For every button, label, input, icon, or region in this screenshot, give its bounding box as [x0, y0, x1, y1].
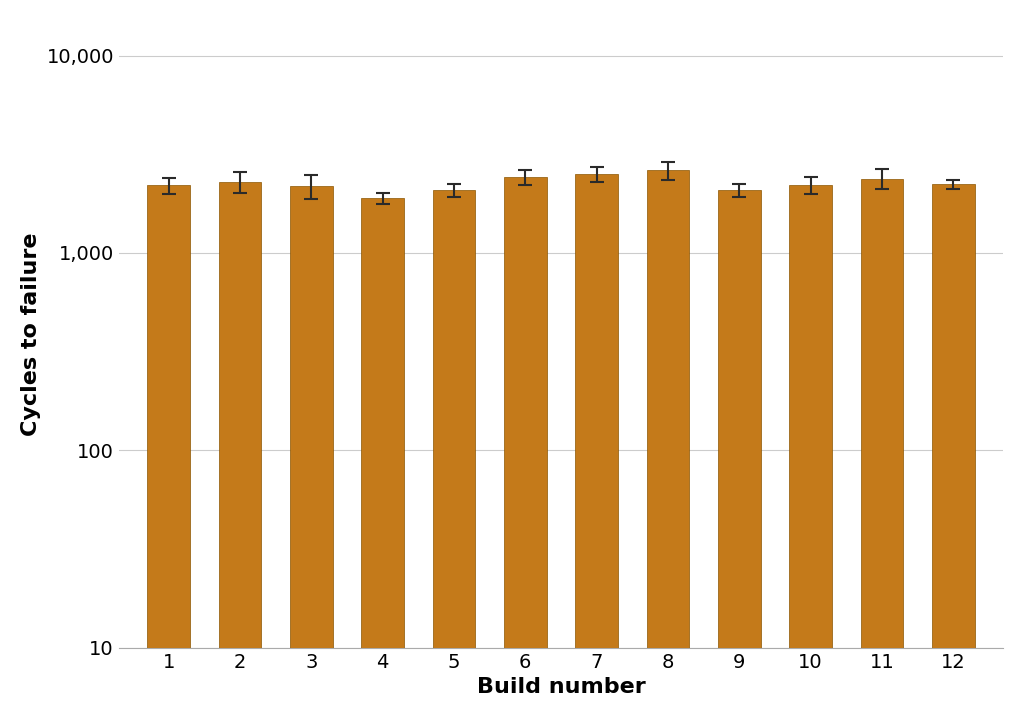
Y-axis label: Cycles to failure: Cycles to failure [20, 233, 41, 436]
Bar [790, 185, 831, 718]
Bar [361, 198, 404, 718]
X-axis label: Build number: Build number [476, 677, 645, 697]
Bar [646, 170, 689, 718]
Bar [290, 186, 333, 718]
Bar [218, 182, 261, 718]
Bar [432, 190, 475, 718]
Bar [932, 185, 975, 718]
Bar [147, 185, 190, 718]
Bar [718, 190, 761, 718]
Bar [860, 179, 903, 718]
Bar [575, 174, 618, 718]
Bar [504, 177, 547, 718]
